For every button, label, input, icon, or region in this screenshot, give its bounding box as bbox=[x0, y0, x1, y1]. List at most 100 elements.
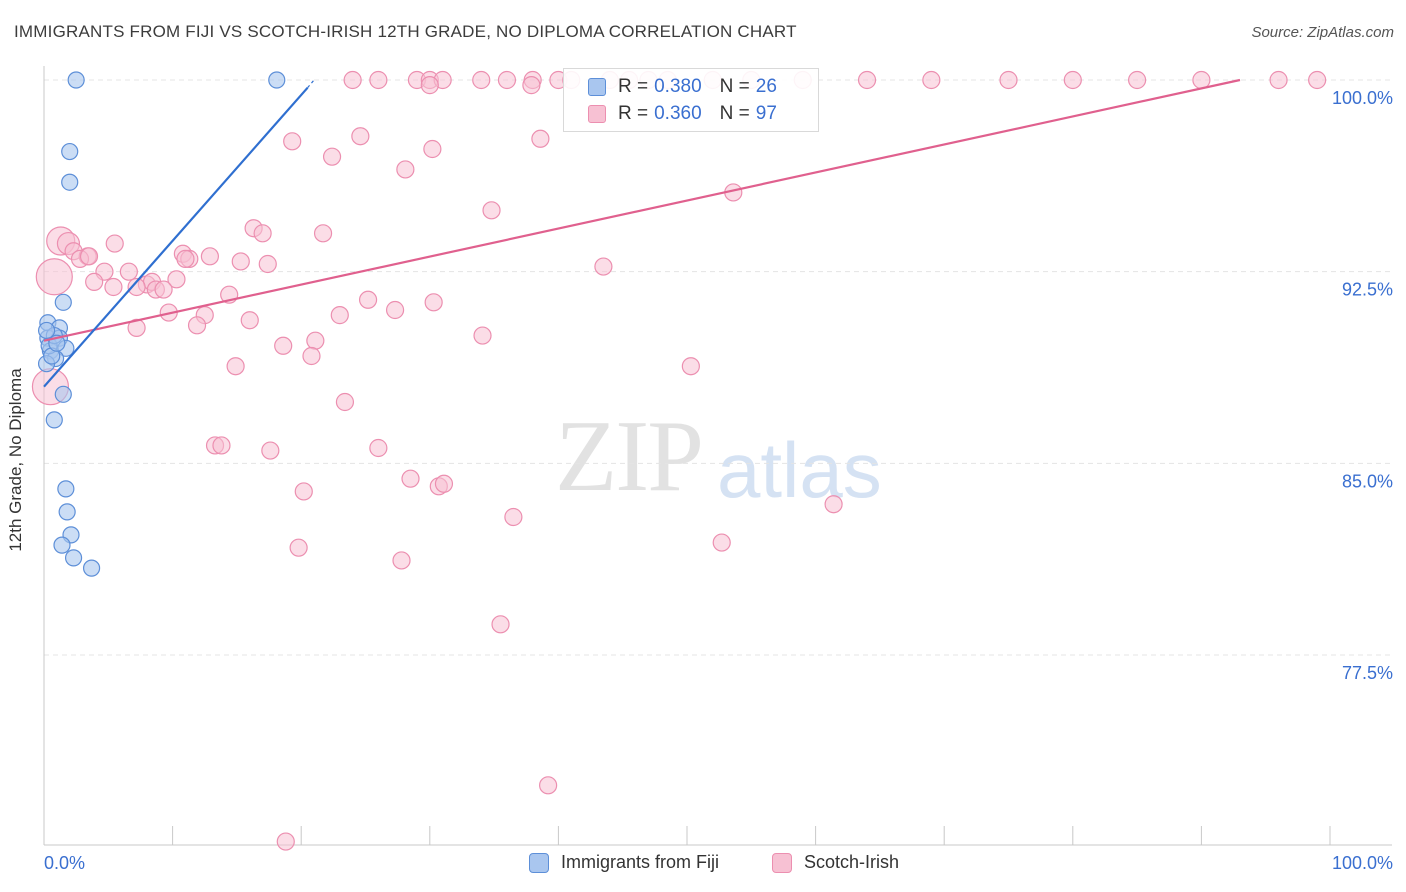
watermark-atlas: atlas bbox=[717, 426, 882, 514]
grid-layer bbox=[44, 79, 1392, 656]
scotch-irish-point bbox=[358, 290, 378, 309]
watermark-zip: ZIP bbox=[555, 400, 704, 513]
scotch-irish-point bbox=[187, 316, 207, 335]
scotch-irish-point bbox=[313, 224, 333, 243]
scotch-irish-point bbox=[857, 70, 877, 90]
scotch-irish-point bbox=[240, 311, 259, 330]
scotch-n-value: 97 bbox=[755, 103, 777, 124]
scotch-irish-point bbox=[539, 776, 558, 795]
scotch-irish-point bbox=[482, 201, 501, 220]
scotch-irish-point bbox=[294, 482, 313, 501]
scotch-irish-point bbox=[35, 258, 73, 296]
scotch-irish-point bbox=[369, 438, 388, 458]
scotch-irish-point bbox=[167, 270, 186, 289]
scotch-irish-point bbox=[922, 70, 941, 90]
scotch-irish-point bbox=[351, 127, 370, 146]
scotch-irish-point bbox=[369, 70, 388, 90]
scotch-irish-point bbox=[1192, 70, 1211, 90]
fiji-point bbox=[54, 293, 72, 311]
scotch-irish-point bbox=[824, 495, 843, 514]
fiji-point bbox=[53, 536, 71, 554]
scotch-irish-point bbox=[127, 277, 146, 297]
scotch-irish-point bbox=[79, 247, 99, 266]
scotch-irish-point bbox=[473, 326, 492, 345]
scotch-irish-point bbox=[1269, 70, 1288, 90]
scotch-r-label: R = bbox=[618, 103, 649, 124]
x-tick-label-end: 100.0% bbox=[1332, 853, 1393, 873]
scotch-irish-point bbox=[396, 160, 415, 179]
fiji-point bbox=[54, 385, 72, 403]
scotch-irish-point bbox=[276, 832, 295, 851]
tick-labels: 77.5% 85.0% 92.5% 100.0% 0.0% 100.0% bbox=[44, 88, 1393, 873]
fiji-point bbox=[57, 480, 75, 498]
scotch-irish-point bbox=[420, 76, 439, 95]
scotch-irish-point bbox=[85, 272, 104, 291]
scotch-irish-point bbox=[306, 331, 325, 350]
fiji-point bbox=[37, 321, 56, 340]
scotch-irish-point bbox=[253, 224, 272, 243]
x-tick-label-start: 0.0% bbox=[44, 853, 85, 873]
scotch-irish-trendline bbox=[43, 78, 1241, 342]
fiji-points bbox=[37, 71, 286, 577]
scotch-irish-point bbox=[1063, 70, 1082, 90]
fiji-trendline-extension bbox=[307, 79, 315, 89]
fiji-point bbox=[67, 71, 85, 89]
axis-layer bbox=[43, 66, 1392, 846]
scotch-irish-point bbox=[385, 300, 405, 320]
source-credit: Source: ZipAtlas.com bbox=[1251, 24, 1394, 41]
y-tick-label: 85.0% bbox=[1342, 471, 1393, 491]
scotch-irish-point bbox=[322, 147, 342, 166]
scotch-irish-point bbox=[231, 252, 250, 271]
scotch-irish-point bbox=[335, 392, 355, 412]
scotch-irish-point bbox=[594, 257, 613, 276]
scotch-irish-point bbox=[497, 70, 517, 90]
correlation-legend: R = 0.380 N = 26 R = 0.360 N = 97 bbox=[563, 68, 819, 132]
fiji-r-label: R = bbox=[618, 76, 649, 97]
scotch-n-label: N = bbox=[719, 103, 750, 124]
scotch-irish-point bbox=[176, 249, 195, 268]
scotch-irish-point bbox=[491, 615, 510, 634]
scotch-irish-point bbox=[401, 469, 420, 488]
y-tick-label: 77.5% bbox=[1342, 663, 1393, 683]
scotch-irish-point bbox=[105, 234, 124, 253]
fiji-legend-swatch bbox=[529, 852, 549, 873]
scotch-irish-point bbox=[119, 262, 138, 281]
scotch-irish-point bbox=[999, 70, 1018, 90]
scotch-legend-label: Scotch-Irish bbox=[804, 852, 900, 872]
scotch-irish-point bbox=[212, 436, 231, 455]
scotch-irish-point bbox=[343, 70, 362, 90]
scotch-irish-point bbox=[424, 293, 443, 312]
fiji-r-value: 0.380 bbox=[654, 76, 702, 97]
scotch-irish-point bbox=[1127, 70, 1147, 90]
scotch-irish-point bbox=[472, 70, 491, 90]
scotch-swatch bbox=[588, 105, 606, 123]
scotch-irish-point bbox=[154, 280, 173, 299]
scotch-irish-point bbox=[434, 474, 454, 493]
fiji-point bbox=[58, 503, 76, 521]
scotch-irish-point bbox=[712, 533, 731, 552]
scotch-irish-point bbox=[261, 441, 280, 460]
scotch-irish-point bbox=[226, 357, 245, 376]
fiji-trendline bbox=[43, 86, 309, 388]
fiji-point bbox=[64, 549, 83, 567]
legend-item-fiji[interactable]: Immigrants from Fiji bbox=[529, 852, 719, 873]
scotch-irish-point bbox=[283, 132, 302, 151]
scotch-irish-point bbox=[258, 254, 277, 274]
chart-title: IMMIGRANTS FROM FIJI VS SCOTCH-IRISH 12T… bbox=[14, 22, 797, 41]
legend-row-fiji: R = 0.380 N = 26 bbox=[588, 76, 777, 98]
legend-item-scotch[interactable]: Scotch-Irish bbox=[772, 852, 899, 873]
fiji-n-value: 26 bbox=[755, 76, 777, 97]
fiji-point bbox=[268, 71, 286, 89]
fiji-point bbox=[61, 142, 79, 161]
scotch-irish-point bbox=[104, 277, 123, 297]
scotch-irish-point bbox=[531, 129, 550, 148]
trend-lines bbox=[43, 78, 1241, 388]
y-tick-label: 92.5% bbox=[1342, 280, 1393, 300]
scotch-irish-point bbox=[289, 538, 308, 557]
fiji-point bbox=[45, 411, 63, 429]
fiji-point bbox=[82, 559, 101, 577]
fiji-n-label: N = bbox=[719, 76, 750, 97]
scotch-irish-points bbox=[31, 70, 1327, 851]
scotch-irish-point bbox=[522, 76, 541, 95]
